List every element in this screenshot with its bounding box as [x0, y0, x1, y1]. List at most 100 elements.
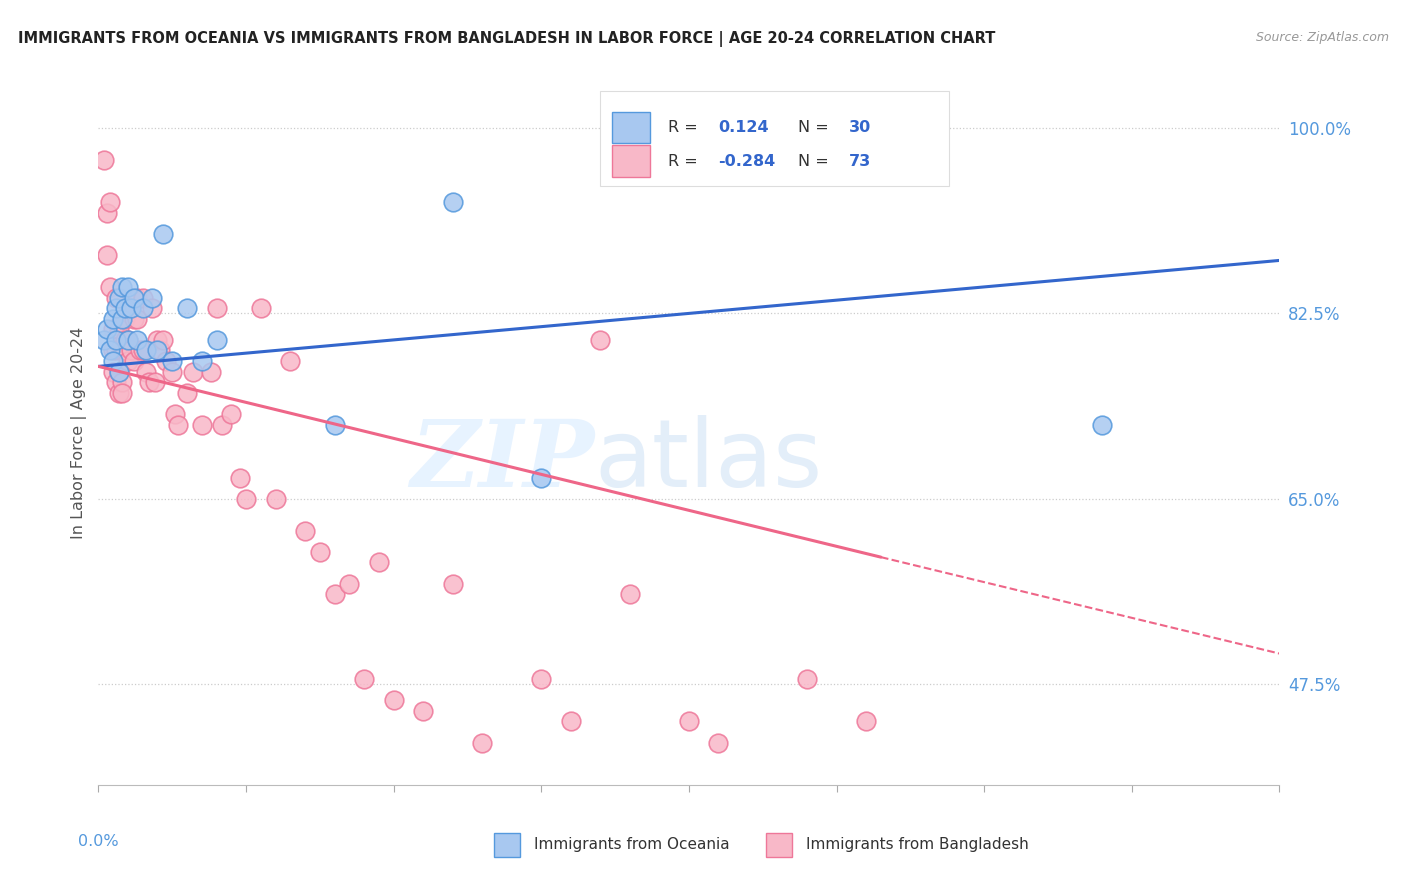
Point: [323, 587, 346, 601]
Point: [353, 672, 375, 686]
Point: [117, 333, 139, 347]
Text: Immigrants from Oceania: Immigrants from Oceania: [534, 838, 730, 853]
Point: [382, 693, 405, 707]
Point: [796, 672, 818, 686]
Point: [120, 301, 142, 315]
Point: [250, 301, 273, 315]
Point: [103, 311, 125, 326]
Point: [117, 280, 139, 294]
Point: [162, 365, 183, 379]
Point: [211, 417, 233, 432]
Point: [191, 354, 214, 368]
Point: [98, 343, 121, 358]
Point: [678, 714, 700, 729]
Text: atlas: atlas: [595, 415, 823, 507]
Point: [108, 385, 131, 400]
Point: [125, 333, 148, 347]
Point: [111, 376, 134, 390]
Point: [309, 545, 332, 559]
Point: [441, 576, 464, 591]
Text: R =: R =: [668, 120, 703, 135]
Point: [141, 301, 163, 315]
Point: [111, 343, 134, 358]
Point: [707, 735, 730, 749]
Point: [205, 301, 228, 315]
Point: [530, 470, 553, 484]
Point: [111, 311, 134, 326]
FancyBboxPatch shape: [600, 91, 949, 186]
Point: [98, 280, 121, 294]
Point: [132, 343, 155, 358]
Point: [589, 333, 612, 347]
Point: [105, 291, 128, 305]
Text: 0.124: 0.124: [718, 120, 769, 135]
Point: [120, 343, 142, 358]
Point: [111, 280, 134, 294]
Point: [530, 672, 553, 686]
Point: [205, 333, 228, 347]
Point: [114, 343, 136, 358]
Point: [117, 301, 139, 315]
Point: [93, 153, 115, 167]
Point: [114, 311, 136, 326]
Point: [117, 354, 139, 368]
Point: [108, 365, 131, 379]
Point: [149, 343, 172, 358]
Point: [103, 343, 125, 358]
Point: [103, 354, 125, 368]
Point: [162, 354, 183, 368]
Point: [103, 365, 125, 379]
Text: -0.284: -0.284: [718, 153, 776, 169]
Point: [143, 376, 166, 390]
Point: [125, 311, 148, 326]
Point: [167, 417, 190, 432]
Point: [471, 735, 494, 749]
Point: [108, 365, 131, 379]
Point: [122, 354, 145, 368]
Point: [152, 333, 174, 347]
Text: Immigrants from Bangladesh: Immigrants from Bangladesh: [806, 838, 1029, 853]
Text: ZIP: ZIP: [411, 416, 595, 506]
Point: [96, 248, 118, 262]
Text: 0.0%: 0.0%: [79, 834, 118, 849]
Point: [132, 291, 155, 305]
Point: [229, 470, 252, 484]
Text: IMMIGRANTS FROM OCEANIA VS IMMIGRANTS FROM BANGLADESH IN LABOR FORCE | AGE 20-24: IMMIGRANTS FROM OCEANIA VS IMMIGRANTS FR…: [18, 31, 995, 47]
Point: [412, 704, 434, 718]
Bar: [766, 832, 792, 857]
Point: [141, 291, 163, 305]
Text: Source: ZipAtlas.com: Source: ZipAtlas.com: [1256, 31, 1389, 45]
Point: [105, 376, 128, 390]
Text: N =: N =: [797, 120, 834, 135]
Point: [855, 714, 877, 729]
Point: [128, 343, 150, 358]
Point: [108, 322, 131, 336]
Y-axis label: In Labor Force | Age 20-24: In Labor Force | Age 20-24: [72, 326, 87, 539]
Point: [368, 556, 391, 570]
Point: [152, 227, 174, 241]
Point: [96, 205, 118, 219]
Point: [619, 587, 641, 601]
Point: [264, 491, 287, 506]
Point: [146, 343, 169, 358]
Point: [138, 376, 160, 390]
Bar: [612, 112, 650, 144]
Point: [339, 576, 361, 591]
Point: [114, 301, 136, 315]
Point: [176, 301, 198, 315]
Point: [294, 524, 316, 538]
Point: [105, 333, 128, 347]
Point: [122, 291, 145, 305]
Point: [280, 354, 302, 368]
Point: [560, 714, 582, 729]
Point: [235, 491, 257, 506]
Text: N =: N =: [797, 153, 834, 169]
Point: [114, 333, 136, 347]
Point: [98, 195, 121, 210]
Point: [323, 417, 346, 432]
Point: [96, 322, 118, 336]
Point: [191, 417, 214, 432]
Point: [132, 301, 155, 315]
Point: [103, 322, 125, 336]
Text: R =: R =: [668, 153, 703, 169]
